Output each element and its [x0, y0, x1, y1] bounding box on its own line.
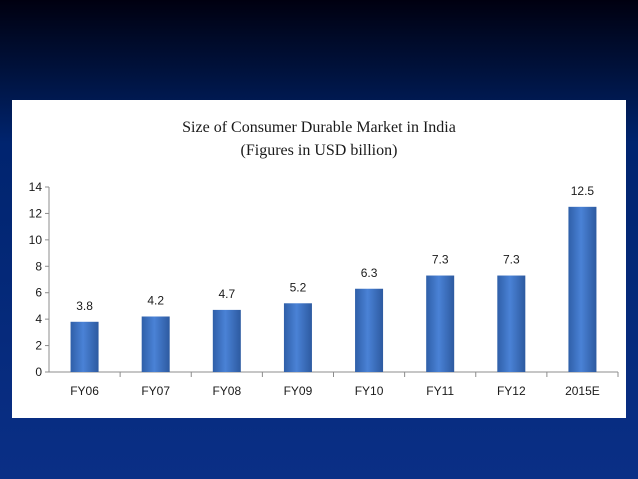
bar-fy08: [212, 309, 241, 372]
y-tick-label: 12: [29, 206, 43, 220]
x-tick-label: FY08: [212, 384, 241, 398]
chart-subtitle: (Figures in USD billion): [241, 142, 398, 159]
bar-fy11: [426, 275, 455, 372]
data-label: 7.3: [503, 253, 520, 267]
data-label: 7.3: [432, 253, 449, 267]
y-tick-label: 4: [35, 312, 42, 326]
data-labels: 3.8 4.2 4.7 5.2 6.3 7.3 7.3 12.5: [76, 184, 594, 313]
bar-chart: Size of Consumer Durable Market in India…: [29, 119, 619, 398]
y-tick-label: 6: [35, 286, 42, 300]
data-label: 12.5: [571, 184, 595, 198]
x-tick-label: 2015E: [565, 384, 600, 398]
chart-panel: Size of Consumer Durable Market in India…: [12, 100, 626, 418]
bar-fy06: [70, 321, 99, 372]
bar-2015e: [568, 206, 597, 372]
y-tick-label: 14: [29, 180, 43, 194]
data-label: 5.2: [290, 280, 307, 294]
chart-title: Size of Consumer Durable Market in India: [182, 119, 456, 136]
y-tick-label: 2: [35, 339, 42, 353]
x-tick-label: FY10: [355, 384, 384, 398]
x-tick-label: FY07: [141, 384, 170, 398]
x-tick-label: FY06: [70, 384, 99, 398]
bar-fy12: [497, 275, 526, 372]
data-label: 4.7: [218, 287, 235, 301]
bar-fy07: [141, 316, 170, 372]
y-axis: 0 2 4 6 8 10 12 14: [29, 180, 50, 379]
data-label: 3.8: [76, 299, 93, 313]
y-tick-label: 10: [29, 233, 43, 247]
bars: [70, 206, 597, 372]
x-tick-label: FY11: [426, 384, 454, 398]
data-label: 6.3: [361, 266, 378, 280]
y-tick-label: 8: [35, 259, 42, 273]
data-label: 4.2: [147, 294, 164, 308]
bar-fy10: [355, 288, 384, 372]
x-tick-label: FY09: [284, 384, 313, 398]
y-tick-label: 0: [35, 365, 42, 379]
x-axis: FY06 FY07 FY08 FY09 FY10 FY11 FY12 2015E: [49, 371, 619, 398]
bar-fy09: [283, 303, 312, 372]
x-tick-label: FY12: [497, 384, 526, 398]
